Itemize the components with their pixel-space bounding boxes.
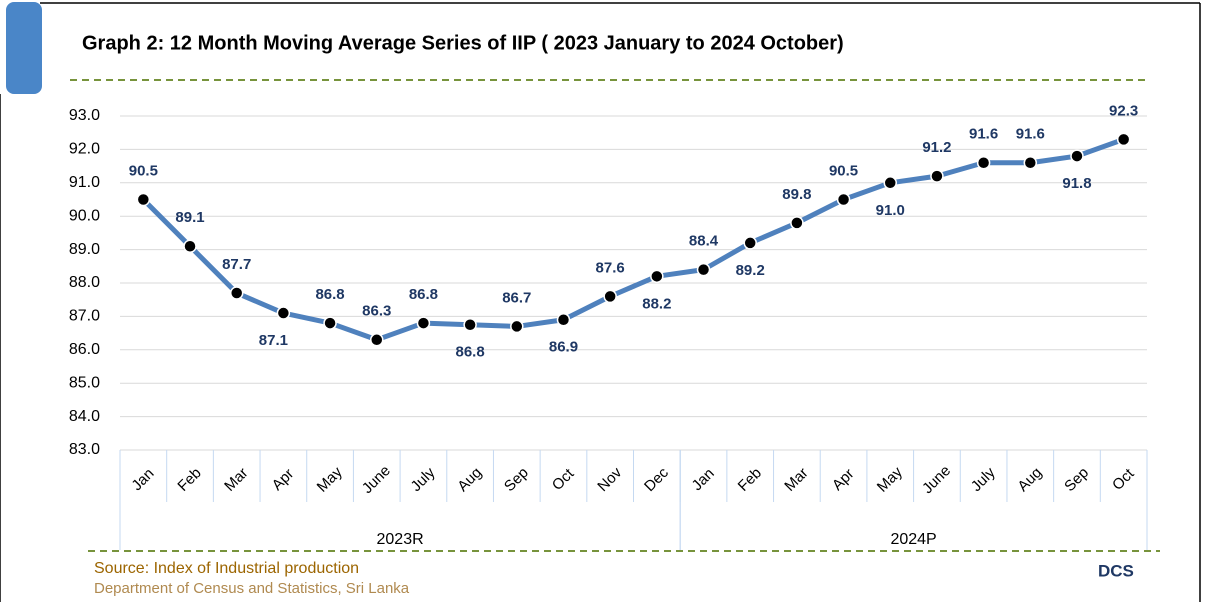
x-tick-label: Aug — [454, 464, 485, 495]
x-tick-label: Feb — [174, 464, 204, 494]
side-tab — [6, 2, 42, 94]
x-tick-label: Feb — [735, 464, 765, 494]
x-tick-label: Apr — [269, 465, 298, 494]
group-label: 2024P — [890, 531, 936, 548]
x-tick-label: Mar — [221, 464, 251, 494]
data-point — [229, 286, 244, 300]
data-label: 91.6 — [1016, 126, 1045, 143]
data-label: 90.5 — [129, 162, 158, 179]
data-label: 87.1 — [259, 332, 288, 349]
x-tick-label: May — [874, 463, 906, 495]
x-tick-label: Jan — [128, 465, 157, 494]
data-point — [510, 319, 524, 334]
x-tick-label: Oct — [549, 465, 578, 494]
data-point — [836, 192, 851, 207]
publisher: Department of Census and Statistics, Sri… — [94, 580, 410, 597]
data-point — [696, 262, 711, 277]
x-tick-label: May — [314, 463, 346, 495]
data-label: 92.3 — [1109, 102, 1138, 119]
x-tick-label: Nov — [594, 464, 625, 495]
data-point — [556, 312, 571, 327]
data-point — [276, 306, 291, 320]
data-label: 91.6 — [969, 126, 998, 143]
data-point — [883, 176, 897, 190]
data-label: 88.2 — [642, 295, 671, 312]
y-tick-label: 88.0 — [69, 274, 100, 291]
data-label: 86.8 — [315, 286, 344, 303]
data-point — [976, 156, 991, 170]
data-label: 89.2 — [736, 262, 765, 279]
data-label: 91.2 — [922, 139, 951, 156]
y-tick-label: 85.0 — [69, 374, 100, 391]
y-tick-label: 87.0 — [69, 308, 100, 325]
data-label: 90.5 — [829, 162, 858, 179]
logo: DCS — [1098, 561, 1134, 580]
data-label: 87.7 — [222, 256, 251, 273]
data-point — [650, 269, 664, 284]
data-label: 86.7 — [502, 289, 531, 306]
data-point — [183, 239, 197, 254]
x-tick-label: Jan — [689, 465, 718, 494]
data-label: 86.8 — [456, 344, 485, 361]
x-tick-label: Mar — [781, 464, 811, 494]
data-label: 89.1 — [175, 209, 204, 226]
y-tick-label: 93.0 — [69, 107, 100, 124]
data-label: 89.8 — [782, 186, 811, 203]
y-tick-label: 84.0 — [69, 408, 100, 425]
data-point — [136, 192, 151, 207]
data-point — [1023, 156, 1038, 170]
source: Source: Index of Industrial production — [94, 560, 359, 577]
y-tick-label: 83.0 — [69, 441, 100, 458]
data-point — [790, 216, 804, 230]
data-label: 88.4 — [689, 233, 719, 250]
data-point — [930, 169, 944, 183]
x-tick-label: Sep — [1061, 464, 1092, 495]
data-point — [323, 316, 337, 330]
data-label: 86.9 — [549, 339, 578, 356]
data-point — [1070, 149, 1084, 163]
y-tick-label: 89.0 — [69, 241, 100, 258]
x-tick-label: July — [408, 464, 439, 495]
y-tick-label: 90.0 — [69, 207, 100, 224]
data-label: 91.0 — [876, 202, 905, 219]
y-tick-label: 91.0 — [69, 174, 100, 191]
data-label: 91.8 — [1062, 175, 1091, 192]
group-label: 2023R — [377, 531, 424, 548]
data-point — [1116, 132, 1131, 147]
x-tick-label: Apr — [829, 465, 858, 494]
data-point — [370, 333, 384, 347]
data-point — [463, 318, 477, 332]
data-point — [603, 289, 617, 304]
data-label: 86.8 — [409, 286, 438, 303]
x-tick-label: Oct — [1109, 465, 1138, 494]
x-tick-label: Sep — [501, 464, 532, 495]
x-tick-label: July — [968, 464, 999, 495]
data-label: 87.6 — [596, 259, 625, 276]
chart-title: Graph 2: 12 Month Moving Average Series … — [82, 32, 844, 54]
x-tick-label: Aug — [1014, 464, 1045, 495]
x-tick-label: Dec — [641, 464, 672, 495]
series-line — [141, 137, 1125, 343]
y-tick-label: 92.0 — [69, 141, 100, 158]
x-tick-label: June — [919, 462, 954, 497]
y-tick-label: 86.0 — [69, 341, 100, 358]
x-tick-label: June — [359, 462, 394, 497]
data-point — [416, 316, 431, 330]
data-label: 86.3 — [362, 303, 391, 320]
data-point — [743, 236, 757, 250]
